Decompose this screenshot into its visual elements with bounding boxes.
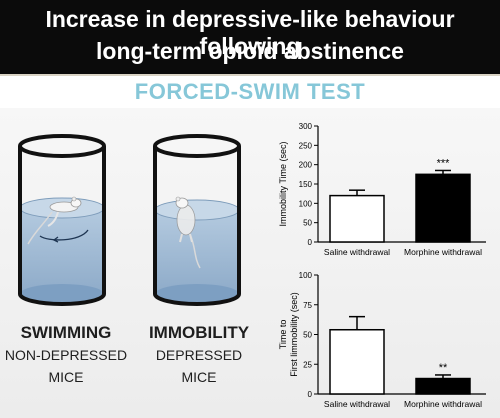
swim-motion-arrow bbox=[39, 229, 89, 241]
y-tick-label: 75 bbox=[303, 301, 312, 310]
y-tick-label: 100 bbox=[299, 271, 313, 280]
mouse-floating bbox=[175, 196, 201, 269]
y-tick-label: 200 bbox=[299, 161, 313, 170]
y-tick-label: 0 bbox=[308, 238, 313, 247]
mouse-swimming bbox=[27, 196, 82, 245]
y-tick-label: 50 bbox=[303, 219, 312, 228]
forced-swim-illustration bbox=[18, 134, 241, 306]
caption-swimming-sub: NON-DEPRESSED bbox=[4, 347, 128, 363]
header-title-line2: long-term opioid abstinence bbox=[96, 38, 404, 64]
header-title-line1: Increase in depressive-like behaviour fo… bbox=[45, 6, 455, 59]
water-surface-right bbox=[154, 199, 240, 221]
caption-swimming-title: SWIMMING bbox=[20, 323, 112, 342]
y-axis-label: Time to bbox=[278, 320, 288, 350]
arrow-head bbox=[52, 236, 59, 243]
header-banner: Increase in depressive-like behaviour fo… bbox=[0, 0, 500, 76]
x-category-label: Morphine withdrawal bbox=[404, 247, 482, 257]
y-tick-label: 50 bbox=[303, 331, 312, 340]
water-left bbox=[20, 208, 104, 294]
bar bbox=[415, 173, 471, 243]
water-bottom-left bbox=[20, 284, 104, 304]
x-category-label: Saline withdrawal bbox=[324, 399, 390, 409]
significance-label: ** bbox=[439, 362, 448, 374]
bar bbox=[415, 377, 471, 395]
y-tick-label: 100 bbox=[299, 199, 313, 208]
bar bbox=[329, 194, 385, 243]
cylinder-immobility bbox=[153, 134, 241, 306]
y-tick-label: 25 bbox=[303, 360, 312, 369]
water-right bbox=[155, 210, 239, 294]
y-tick-label: 150 bbox=[299, 180, 313, 189]
time-to-first-immobility-chart: 0 25 50 75 100 Time to First limmobility (sec)… bbox=[278, 271, 486, 409]
y-axis-label: First limmobility (sec) bbox=[289, 292, 299, 377]
cylinder-swimming bbox=[18, 134, 106, 306]
caption-immobility-sub: DEPRESSED bbox=[155, 347, 243, 363]
caption-swimming: SWIMMING NON-DEPRESSED MICE bbox=[2, 322, 130, 388]
significance-label: *** bbox=[437, 157, 451, 169]
caption-swimming-mice: MICE bbox=[48, 369, 84, 385]
cylinder-rim-right bbox=[153, 134, 241, 158]
water-bottom-right bbox=[155, 284, 239, 304]
caption-immobility: IMMOBILITY DEPRESSED MICE bbox=[134, 322, 264, 388]
immobility-time-chart: 0 50 100 150 200 250 300 Immobility Time (sec) S… bbox=[278, 122, 486, 257]
caption-immobility-mice: MICE bbox=[181, 369, 217, 385]
y-tick-label: 300 bbox=[299, 122, 313, 131]
bar bbox=[329, 328, 385, 395]
caption-immobility-title: IMMOBILITY bbox=[148, 323, 250, 342]
x-category-label: Morphine withdrawal bbox=[404, 399, 482, 409]
y-tick-label: 250 bbox=[299, 141, 313, 150]
cylinder-rim-left bbox=[18, 134, 106, 158]
y-tick-label: 0 bbox=[308, 390, 313, 399]
x-category-label: Saline withdrawal bbox=[324, 247, 390, 257]
test-title: FORCED-SWIM TEST bbox=[134, 79, 366, 104]
y-axis-label: Immobility Time (sec) bbox=[278, 141, 288, 226]
